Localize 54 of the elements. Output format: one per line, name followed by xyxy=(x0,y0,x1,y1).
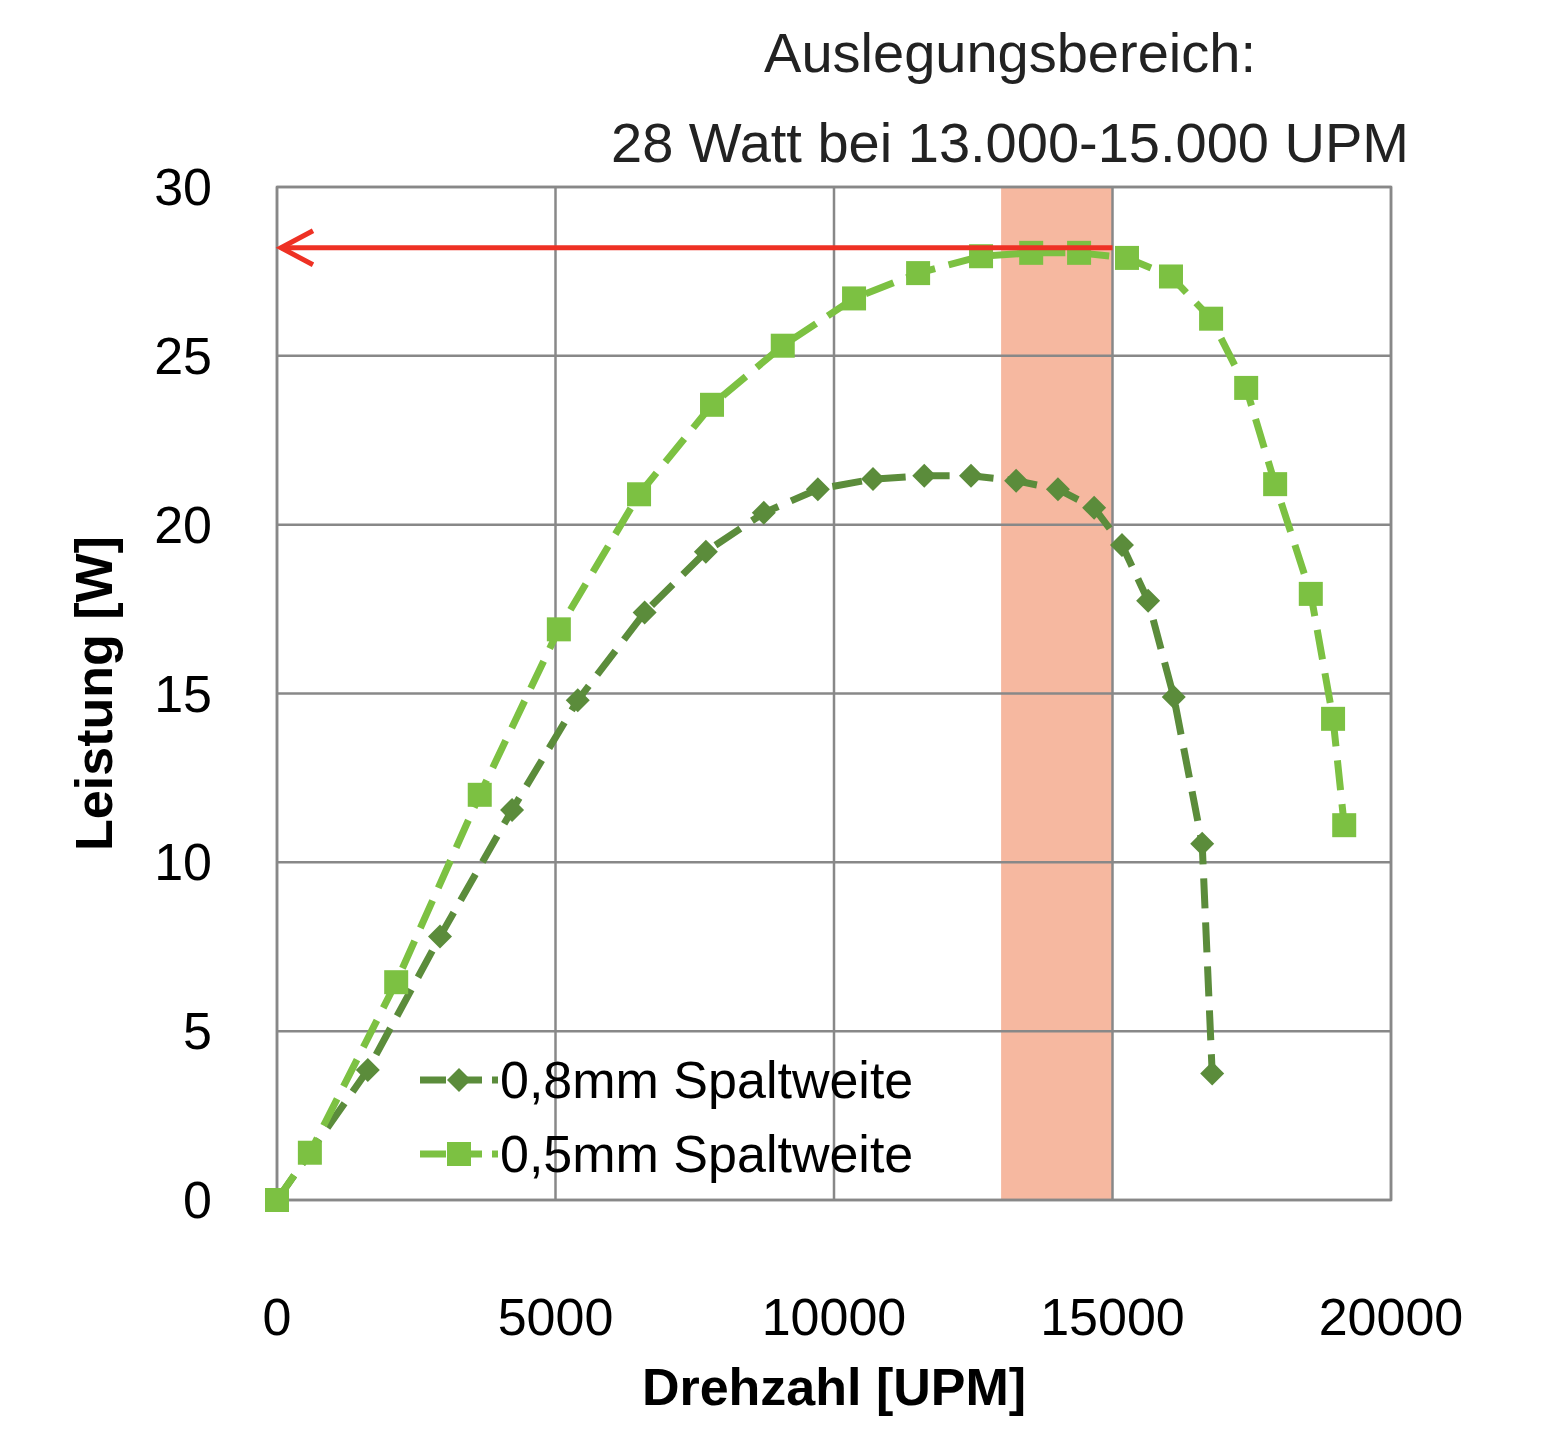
y-tick-label: 30 xyxy=(154,158,212,216)
point xyxy=(500,798,525,822)
point xyxy=(1158,264,1183,289)
legend-label: 0,5mm Spaltweite xyxy=(500,1125,914,1183)
x-tick-label: 10000 xyxy=(761,1288,907,1346)
point xyxy=(1200,1061,1225,1086)
legend-label: 0,8mm Spaltweite xyxy=(500,1051,914,1109)
point xyxy=(355,1058,380,1082)
point xyxy=(1190,831,1215,856)
chart-title: Auslegungsbereich: xyxy=(764,21,1256,84)
x-tick-label: 15000 xyxy=(1040,1288,1185,1346)
point xyxy=(384,970,409,995)
point xyxy=(805,477,830,502)
point xyxy=(1114,245,1139,270)
y-tick-label: 0 xyxy=(183,1171,212,1229)
point xyxy=(1199,306,1224,331)
point xyxy=(1045,477,1070,502)
point xyxy=(546,617,571,642)
point xyxy=(1161,684,1186,709)
point xyxy=(770,333,795,358)
point xyxy=(906,261,931,286)
point xyxy=(1136,588,1161,613)
point xyxy=(751,500,776,525)
point xyxy=(1321,706,1346,731)
point xyxy=(1234,375,1259,400)
point xyxy=(700,392,725,417)
x-axis-title: Drehzahl [UPM] xyxy=(641,1358,1027,1416)
point xyxy=(427,924,452,949)
point xyxy=(693,539,718,564)
x-tick-label: 5000 xyxy=(497,1288,614,1346)
point xyxy=(1298,581,1323,606)
point xyxy=(627,482,652,507)
point xyxy=(1004,468,1029,493)
point xyxy=(860,467,885,492)
point xyxy=(959,463,984,488)
point xyxy=(297,1140,322,1165)
x-tick-label: 0 xyxy=(262,1288,292,1346)
point xyxy=(565,688,590,713)
point xyxy=(1263,472,1288,497)
y-axis-title: Leistung [W] xyxy=(65,536,123,851)
x-tick-label: 20000 xyxy=(1318,1288,1464,1346)
point xyxy=(842,286,867,311)
y-tick-label: 5 xyxy=(183,1002,212,1061)
point xyxy=(1082,495,1107,520)
point xyxy=(1332,813,1357,838)
chart-subtitle: 28 Watt bei 13.000-15.000 UPM xyxy=(611,111,1409,174)
point xyxy=(632,600,657,625)
y-tick-label: 25 xyxy=(154,326,212,385)
y-tick-label: 15 xyxy=(154,664,212,723)
y-tick-label: 20 xyxy=(154,495,212,554)
point xyxy=(467,782,492,807)
point xyxy=(912,463,937,488)
point xyxy=(1109,532,1134,557)
y-tick-label: 10 xyxy=(154,833,212,892)
